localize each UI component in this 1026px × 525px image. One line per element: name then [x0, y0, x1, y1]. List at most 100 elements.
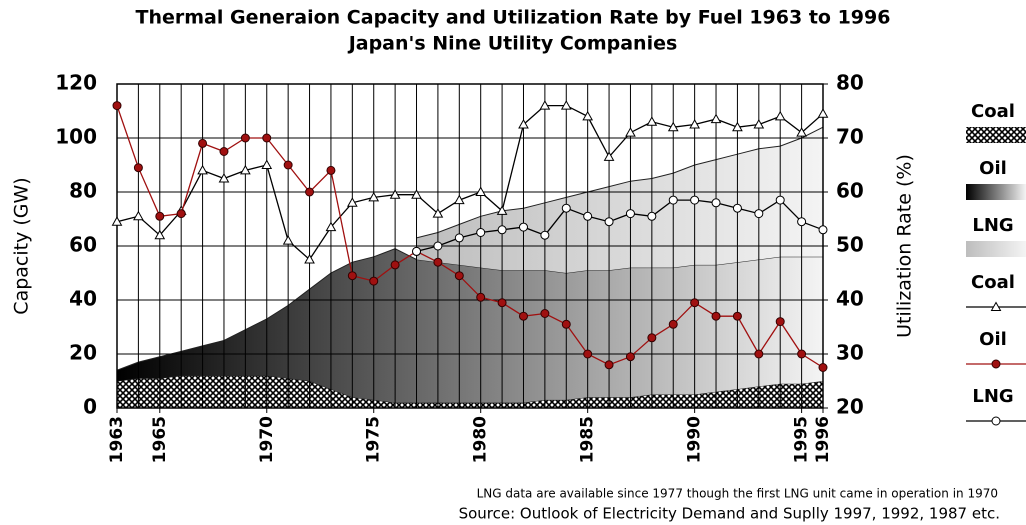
x-tick-label: 1975 [364, 416, 384, 463]
marker [304, 253, 315, 264]
marker [668, 195, 678, 205]
marker [710, 113, 722, 124]
chart-subtitle: Japan's Nine Utility Companies [347, 33, 678, 55]
marker [411, 189, 422, 199]
legend-swatch [966, 127, 1026, 143]
marker [197, 164, 208, 175]
marker [604, 217, 614, 227]
marker [218, 172, 230, 183]
y2-axis-label: Utilization Rate (%) [894, 154, 916, 338]
x-tick-label: 1980 [471, 416, 491, 463]
legend-label: Coal [971, 272, 1015, 293]
y-tick-label: 20 [69, 341, 97, 365]
marker [325, 221, 337, 232]
marker [797, 217, 807, 227]
area [117, 248, 823, 403]
marker [668, 319, 678, 329]
marker [991, 359, 1001, 369]
marker [540, 309, 550, 318]
marker [539, 100, 551, 110]
marker [176, 209, 186, 219]
y-tick-label: 60 [69, 233, 97, 257]
legend-label: LNG [972, 215, 1013, 236]
marker [817, 108, 829, 118]
marker [774, 110, 786, 121]
marker [347, 271, 357, 281]
marker [582, 110, 594, 121]
marker [497, 225, 507, 235]
marker [604, 360, 614, 370]
marker [818, 363, 828, 372]
marker [583, 211, 593, 221]
marker [625, 209, 635, 219]
marker [775, 317, 785, 327]
marker [476, 228, 486, 237]
marker [646, 116, 658, 126]
marker [690, 195, 700, 205]
marker [540, 230, 550, 240]
y2-tick-label: 20 [836, 395, 864, 419]
area [416, 127, 823, 273]
marker [111, 216, 123, 226]
marker [496, 205, 508, 215]
marker [112, 101, 122, 111]
legend-swatch [966, 184, 1026, 200]
y2-tick-label: 60 [836, 179, 864, 203]
x-tick-label: 1965 [150, 416, 170, 463]
marker [133, 163, 143, 173]
marker [990, 301, 1002, 311]
marker [453, 194, 465, 205]
x-tick-label: 1970 [257, 416, 277, 463]
marker [346, 197, 358, 207]
y-axis-label: Capacity (GW) [11, 177, 33, 314]
marker [476, 292, 486, 302]
line [116, 104, 824, 261]
marker [282, 235, 294, 245]
marker [796, 127, 807, 137]
marker [561, 319, 571, 329]
x-tick-label: 1963 [107, 416, 127, 463]
legend-label: Coal [971, 101, 1015, 122]
marker [262, 133, 272, 143]
y-tick-label: 0 [83, 395, 97, 419]
y-tick-label: 80 [69, 179, 97, 203]
marker [155, 211, 165, 221]
marker [690, 298, 700, 308]
marker [583, 349, 593, 359]
y-tick-label: 100 [55, 125, 97, 149]
marker [261, 159, 273, 169]
marker [775, 195, 785, 205]
marker [711, 198, 721, 208]
marker [198, 138, 208, 148]
marker [797, 349, 807, 359]
marker [283, 160, 293, 170]
marker [412, 246, 422, 256]
marker [689, 118, 700, 129]
marker [518, 118, 529, 129]
marker [647, 211, 657, 221]
x-tick-label: 1985 [578, 416, 598, 463]
marker [518, 311, 528, 321]
marker [390, 260, 400, 270]
marker [369, 276, 379, 286]
note: LNG data are available since 1977 though… [477, 487, 998, 501]
marker [754, 349, 764, 359]
y2-tick-label: 70 [836, 125, 864, 149]
area-edge [416, 126, 824, 239]
x-tick-label: 1990 [685, 416, 705, 463]
marker [753, 118, 765, 129]
y2-tick-label: 50 [836, 233, 864, 257]
marker [603, 151, 615, 161]
marker [454, 233, 464, 243]
marker [219, 147, 229, 156]
y2-tick-label: 30 [836, 341, 864, 365]
marker [433, 241, 443, 251]
legend-label: LNG [972, 386, 1013, 407]
marker [389, 189, 401, 199]
marker [667, 121, 679, 132]
marker [240, 133, 250, 143]
marker [433, 257, 443, 267]
y2-tick-label: 80 [836, 71, 864, 95]
marker [475, 186, 487, 196]
